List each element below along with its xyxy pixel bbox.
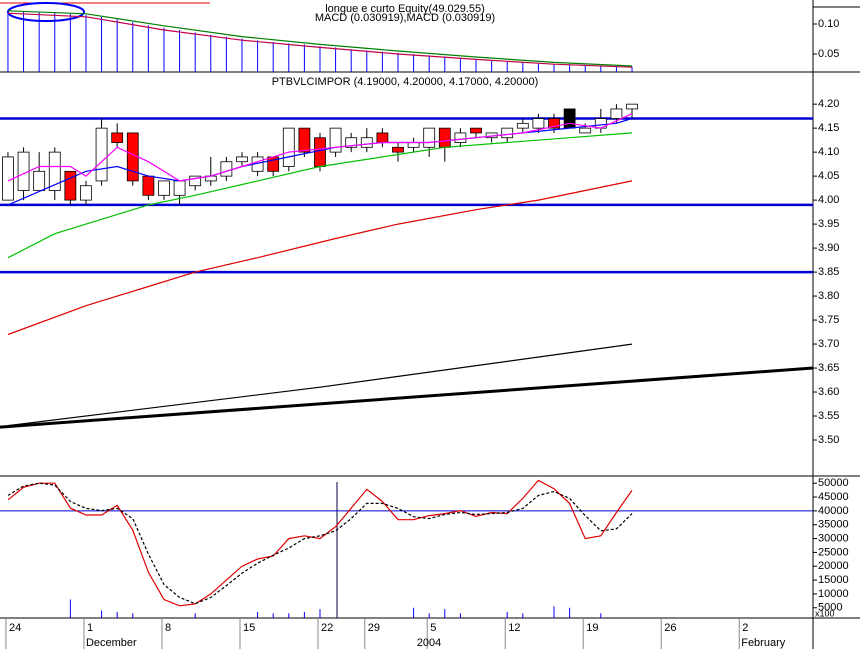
indicator-line — [7, 10, 633, 67]
y-tick-label: 35000 — [818, 519, 849, 531]
y-tick-label: 3.50 — [818, 434, 839, 446]
candle-body — [220, 161, 233, 177]
candle-body — [548, 118, 560, 129]
x-tick-label: 8 — [165, 622, 171, 634]
candle-body — [501, 127, 514, 139]
indicator-line — [7, 180, 633, 336]
candle-body — [579, 127, 592, 134]
candle-body — [142, 175, 155, 196]
y-tick-label: 3.85 — [818, 266, 839, 278]
indicator-line — [7, 482, 633, 605]
candle-body — [392, 146, 404, 153]
candle-body — [610, 108, 623, 119]
unit-label: x100 — [815, 608, 835, 618]
y-tick-label: 4.05 — [818, 170, 839, 182]
candle-body — [376, 132, 389, 143]
candle-body — [126, 132, 139, 182]
x-tick-label: 1 — [87, 622, 93, 634]
x-tick-label: 22 — [321, 622, 333, 634]
candle-body — [158, 180, 170, 196]
candle-body — [563, 108, 576, 129]
y-tick-label: 4.00 — [818, 194, 839, 206]
y-tick-label: 3.80 — [818, 290, 839, 302]
y-tick-label: 3.70 — [818, 338, 839, 350]
candle-body — [80, 185, 92, 201]
indicator-line — [7, 132, 633, 259]
candle-body — [48, 151, 61, 191]
indicator-line — [7, 117, 633, 206]
candle-body — [470, 127, 482, 134]
candle-body — [173, 180, 186, 196]
y-tick-label: 45000 — [818, 491, 849, 503]
candle-body — [423, 127, 436, 148]
candle-body — [236, 156, 248, 163]
x-tick-label: 24 — [9, 622, 21, 634]
y-tick-label: 3.55 — [818, 410, 839, 422]
candle-body — [95, 127, 108, 182]
indicator-line — [7, 12, 633, 68]
x-tick-label: 2 — [742, 622, 748, 634]
y-tick-label: 5000 — [818, 602, 842, 614]
candle-body — [454, 132, 467, 143]
highlight-ellipse — [7, 2, 85, 22]
y-tick-label: 4.15 — [818, 122, 839, 134]
candle-body — [298, 127, 311, 153]
indicator-line — [0, 366, 814, 429]
y-tick-label: 0.05 — [818, 48, 839, 60]
y-tick-label: 3.90 — [818, 242, 839, 254]
candle-body — [345, 137, 358, 148]
month-label: December — [86, 637, 137, 649]
candle-body — [329, 127, 342, 153]
price-title: PTBVLCIMPOR (4.19000, 4.20000, 4.17000, … — [272, 76, 539, 88]
x-tick-label: 29 — [368, 622, 380, 634]
y-tick-label: 3.75 — [818, 314, 839, 326]
indicator-line — [7, 343, 633, 427]
macd-title: longue e curto Equity(49.029.55) — [325, 3, 485, 15]
candle-body — [189, 175, 202, 187]
candle-body — [282, 127, 295, 167]
candle-body — [33, 170, 46, 191]
x-tick-label: 26 — [664, 622, 676, 634]
y-tick-label: 15000 — [818, 574, 849, 586]
x-tick-label: 12 — [508, 622, 520, 634]
candle-body — [314, 137, 326, 167]
candle-body — [438, 127, 451, 148]
y-tick-label: 10000 — [818, 588, 849, 600]
y-tick-label: 3.95 — [818, 218, 839, 230]
indicator-line — [7, 113, 633, 182]
candle-body — [407, 142, 420, 148]
month-label: 2004 — [417, 637, 441, 649]
y-tick-label: 3.65 — [818, 362, 839, 374]
y-tick-label: 4.10 — [818, 146, 839, 158]
y-tick-label: 0.10 — [818, 18, 839, 30]
x-tick-label: 5 — [430, 622, 436, 634]
y-tick-label: 50000 — [818, 477, 849, 489]
y-tick-label: 20000 — [818, 560, 849, 572]
y-tick-label: 25000 — [818, 546, 849, 558]
y-tick-label: 4.20 — [818, 98, 839, 110]
candle-body — [626, 103, 638, 110]
candle-body — [111, 132, 124, 143]
y-tick-label: 30000 — [818, 532, 849, 544]
candle-body — [532, 118, 545, 129]
candle-body — [64, 170, 77, 201]
y-tick-label: 40000 — [818, 505, 849, 517]
month-label: February — [741, 637, 786, 649]
y-tick-label: 3.60 — [818, 386, 839, 398]
candle-body — [360, 137, 373, 148]
candle-body — [516, 122, 529, 129]
x-tick-label: 15 — [243, 622, 255, 634]
macd-subtitle: MACD (0.030919),MACD (0.030919) — [315, 12, 495, 24]
x-tick-label: 19 — [586, 622, 598, 634]
